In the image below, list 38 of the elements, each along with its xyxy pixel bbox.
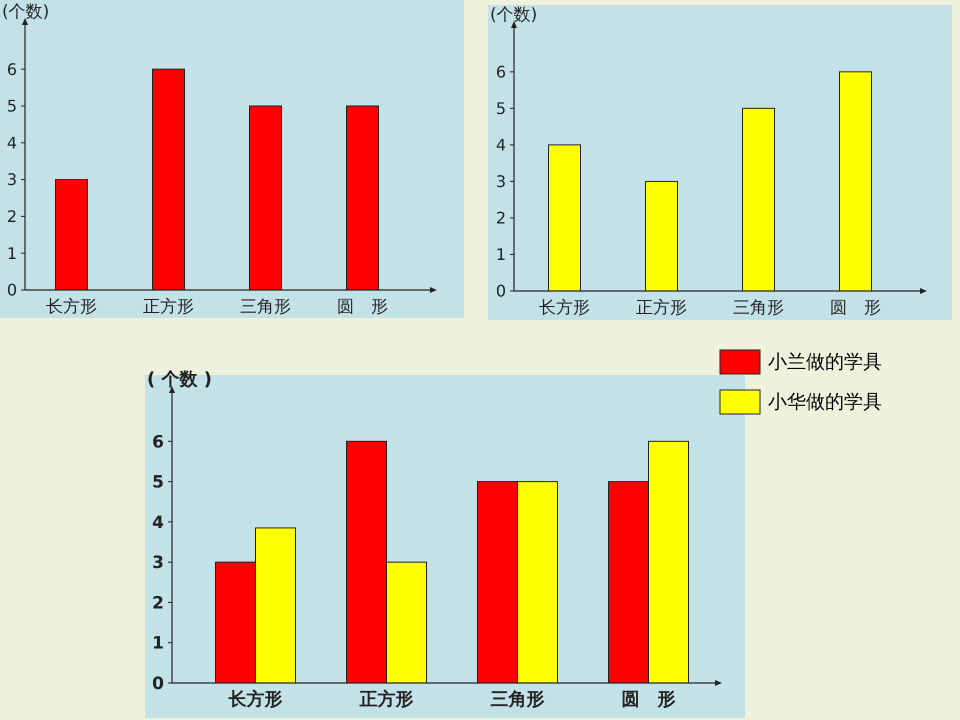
y-tick-label: 0	[6, 280, 17, 300]
x-tick-label: 圆 形	[622, 689, 676, 710]
y-axis-title: (个数)	[490, 5, 538, 25]
y-tick-label: 1	[6, 244, 17, 263]
y-tick-label: 6	[6, 60, 17, 79]
y-tick-label: 2	[6, 206, 17, 226]
x-tick-label: 三角形	[490, 689, 544, 710]
y-tick-label: 4	[152, 512, 164, 533]
y-tick-label: 4	[496, 135, 506, 154]
y-axis-title: ( 个数 )	[147, 369, 212, 390]
x-tick-label: 正方形	[358, 689, 414, 710]
y-tick-label: 5	[6, 96, 17, 116]
x-tick-label: 长方形	[539, 298, 590, 318]
y-tick-label: 2	[496, 208, 506, 228]
y-tick-label: 6	[496, 62, 506, 82]
x-tick-label: 圆 形	[830, 298, 881, 318]
x-tick-label: 三角形	[733, 298, 784, 318]
legend-label: 小兰做的学具	[768, 351, 882, 373]
y-tick-label: 5	[496, 98, 506, 118]
y-tick-label: 0	[496, 282, 506, 301]
x-tick-label: 三角形	[240, 297, 291, 317]
x-tick-label: 长方形	[46, 297, 97, 317]
y-tick-label: 3	[152, 553, 164, 574]
legend-label: 小华做的学具	[768, 391, 882, 413]
y-tick-label: 6	[152, 432, 164, 452]
y-tick-label: 4	[6, 133, 17, 152]
x-tick-label: 正方形	[143, 297, 194, 317]
y-axis-title: (个数)	[2, 2, 50, 22]
y-tick-label: 3	[6, 170, 17, 190]
x-tick-label: 长方形	[228, 689, 282, 710]
y-tick-label: 2	[152, 593, 164, 614]
x-tick-label: 圆 形	[337, 297, 388, 317]
y-tick-label: 3	[496, 172, 506, 192]
y-tick-label: 1	[496, 245, 506, 264]
y-tick-label: 5	[152, 472, 164, 493]
x-tick-label: 正方形	[636, 298, 687, 318]
y-tick-label: 1	[152, 634, 164, 654]
y-tick-label: 0	[152, 674, 164, 694]
